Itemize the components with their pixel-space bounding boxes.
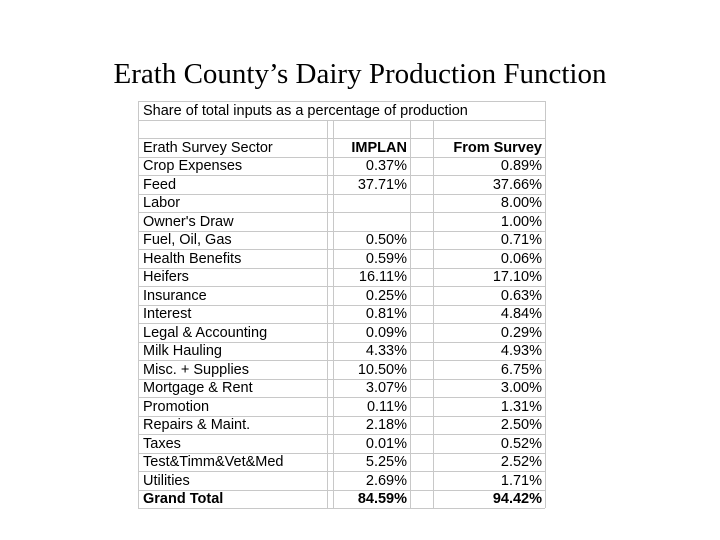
percentage-cell: 4.33%	[365, 343, 407, 359]
percentage-cell: 0.50%	[365, 232, 407, 248]
percentage-cell: 0.63%	[500, 287, 542, 304]
percentage-cell: 4.93%	[500, 343, 542, 359]
percentage-cell: 16.11%	[358, 269, 407, 285]
sector-label: Repairs & Maint.	[143, 417, 251, 433]
sector-label: Health Benefits	[143, 250, 242, 267]
grid-line	[138, 415, 545, 417]
percentage-cell: 0.71%	[500, 232, 542, 248]
sector-label: Heifers	[143, 269, 189, 285]
percentage-cell: 0.11%	[366, 398, 407, 415]
percentage-cell: 2.50%	[500, 417, 542, 433]
percentage-cell: 2.18%	[365, 417, 407, 433]
sector-label: Owner's Draw	[143, 213, 234, 230]
percentage-cell: 0.52%	[500, 435, 542, 452]
sector-label: Promotion	[143, 398, 210, 415]
sector-label: Labor	[143, 195, 181, 211]
grid-line	[138, 434, 545, 435]
percentage-cell: 0.25%	[365, 287, 407, 304]
sector-label: Mortgage & Rent	[143, 380, 253, 396]
sector-label: Milk Hauling	[143, 343, 222, 359]
grid-line	[138, 193, 545, 195]
sector-label: Test&Timm&Vet&Med	[143, 454, 284, 470]
percentage-cell: 0.37%	[365, 158, 407, 174]
sector-label: Misc. + Supplies	[143, 361, 249, 378]
grid-line	[138, 138, 545, 139]
percentage-cell: 2.52%	[500, 454, 542, 470]
grid-line	[410, 119, 411, 508]
grid-line	[138, 508, 545, 509]
percentage-cell: 0.09%	[365, 324, 407, 341]
percentage-cell: 0.59%	[365, 250, 407, 267]
percentage-cell: 3.07%	[365, 380, 407, 396]
grand-total-cell: 94.42%	[492, 491, 542, 507]
grid-line	[333, 119, 334, 508]
grid-line	[138, 397, 545, 398]
sector-label: Interest	[143, 306, 192, 322]
grid-line	[138, 489, 545, 491]
column-header: From Survey	[453, 139, 542, 156]
sector-label: Insurance	[143, 287, 207, 304]
grid-line	[138, 101, 545, 102]
percentage-cell: 0.01%	[365, 435, 407, 452]
sector-label: Fuel, Oil, Gas	[143, 232, 232, 248]
sector-label: Taxes	[143, 435, 181, 452]
grid-line	[138, 101, 139, 508]
percentage-cell: 0.81%	[365, 306, 407, 322]
grid-line	[138, 341, 545, 343]
grid-line	[138, 360, 545, 361]
sector-label: Legal & Accounting	[143, 324, 268, 341]
percentage-cell: 0.29%	[500, 324, 542, 341]
grid-line	[138, 452, 545, 454]
sector-label: Crop Expenses	[143, 158, 243, 174]
percentage-cell: 0.89%	[500, 158, 542, 174]
percentage-cell: 8.00%	[500, 195, 542, 211]
sector-label: Feed	[143, 176, 177, 193]
sector-label: Utilities	[143, 472, 190, 489]
table-caption: Share of total inputs as a percentage of…	[143, 102, 468, 119]
grid-line	[138, 230, 545, 232]
grid-line	[327, 119, 328, 508]
percentage-cell: 1.00%	[500, 213, 542, 230]
spreadsheet-table: Share of total inputs as a percentage of…	[138, 101, 546, 509]
grid-line	[138, 249, 545, 250]
grid-line	[138, 267, 545, 269]
column-header: IMPLAN	[351, 139, 407, 156]
percentage-cell: 10.50%	[357, 361, 407, 378]
percentage-cell: 17.10%	[492, 269, 542, 285]
grid-line	[433, 119, 434, 508]
column-header: Erath Survey Sector	[143, 139, 273, 156]
slide-title: Erath County’s Dairy Production Function	[113, 58, 607, 90]
grid-line	[138, 286, 545, 287]
percentage-cell: 37.66%	[492, 176, 542, 193]
grid-line	[138, 119, 545, 121]
percentage-cell: 37.71%	[357, 176, 407, 193]
percentage-cell: 3.00%	[500, 380, 542, 396]
percentage-cell: 1.31%	[500, 398, 542, 415]
percentage-cell: 1.71%	[500, 472, 542, 489]
grand-total-cell: Grand Total	[143, 491, 224, 507]
grid-line	[138, 175, 545, 176]
grid-line	[138, 304, 545, 306]
percentage-cell: 6.75%	[500, 361, 542, 378]
grid-line	[545, 101, 546, 508]
grid-line	[138, 156, 545, 158]
percentage-cell: 4.84%	[500, 306, 542, 322]
grand-total-cell: 84.59%	[357, 491, 407, 507]
grid-line	[138, 323, 545, 324]
grid-line	[138, 471, 545, 472]
grid-line	[138, 212, 545, 213]
percentage-cell: 2.69%	[365, 472, 407, 489]
percentage-cell: 0.06%	[500, 250, 542, 267]
grid-line	[138, 378, 545, 380]
percentage-cell: 5.25%	[365, 454, 407, 470]
